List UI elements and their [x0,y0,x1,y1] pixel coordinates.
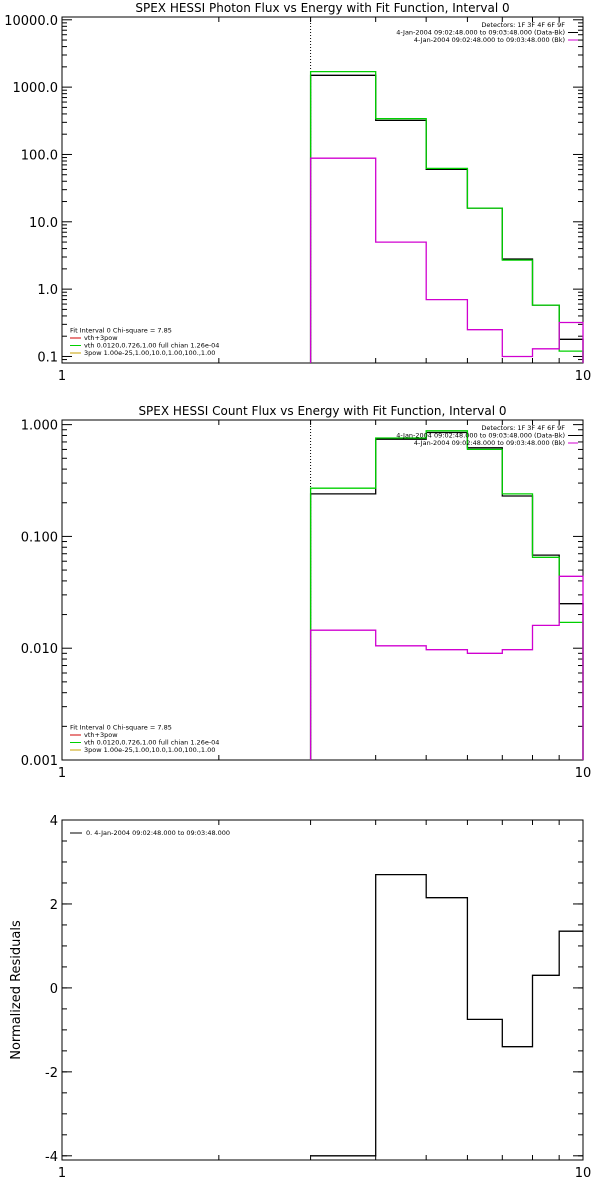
panel-2: SPEX HESSI Count Flux vs Energy with Fit… [21,404,591,781]
y-tick-label: 0.1 [37,350,58,365]
legend-bottom-left-entry: vth+3pow [84,731,118,739]
x-tick-label: 1 [58,369,66,384]
y-tick-label: -2 [45,1066,58,1081]
legend-bottom-left-entry: 3pow 1.00e-25,1.00,10.0,1.00,100.,1.00 [84,746,215,754]
y-tick-label: 100.0 [21,148,58,163]
chart-title: SPEX HESSI Photon Flux vs Energy with Fi… [135,1,509,15]
legend-top-right-entry: 4-Jan-2004 09:02:48.000 to 09:03:48.000 … [396,29,565,37]
x-tick-label: 1 [58,1166,66,1181]
series-1-line [310,873,583,1157]
series-1-line [309,74,584,363]
legend-top-right-entry: Detectors: 1F 3F 4F 6F 9F [481,21,565,29]
legend-bottom-left-entry: vth 0.0120,0.726,1.00 full chian 1.26e-0… [84,342,219,350]
panel-3: Normalized Residuals 1 10 -4 -2 0 2 4 0. 4-Jan-2… [9,814,591,1181]
y-tick-label: 10.0 [29,216,58,231]
legend-bottom-left-entry: 3pow 1.00e-25,1.00,10.0,1.00,100.,1.00 [84,349,215,357]
y-tick-label: 0.100 [21,530,58,545]
y-tick-label: 10000.0 [4,14,58,29]
plot-frame [61,16,584,364]
legend-top-right-entry: Detectors: 1F 3F 4F 6F 9F [481,424,565,432]
y-tick-label: 0 [50,982,58,997]
chart-title: SPEX HESSI Count Flux vs Energy with Fit… [138,404,506,418]
legend-bottom-left-entry: vth+3pow [84,334,118,342]
legend-top-right-entry: 4-Jan-2004 09:02:48.000 to 09:03:48.000 … [396,432,565,440]
series-1-line [309,431,584,760]
legend-top-right-entry: 4-Jan-2004 09:02:48.000 to 09:03:48.000 … [414,36,565,44]
legend-bottom-left-entry: Fit Interval 0 Chi-square = 7.85 [70,724,172,732]
y-tick-label: 0.001 [21,754,58,769]
legend-top-right-entry: 4-Jan-2004 09:02:48.000 to 09:03:48.000 … [414,439,565,447]
panel-1: SPEX HESSI Photon Flux vs Energy with Fi… [4,1,591,384]
x-tick-label: 10 [575,1166,592,1181]
y-tick-label: -4 [45,1150,58,1165]
y-tick-label: 0.010 [21,642,58,657]
y-axis-label: Normalized Residuals [9,920,24,1060]
legend-top-left-entry: 0. 4-Jan-2004 09:02:48.000 to 09:03:48.0… [86,829,230,837]
x-tick-label: 10 [575,369,592,384]
y-tick-label: 1.0 [37,283,58,298]
series-2-line [309,70,584,363]
y-tick-label: 2 [50,898,58,913]
legend-bottom-left-entry: Fit Interval 0 Chi-square = 7.85 [70,327,172,335]
y-tick-label: 1000.0 [13,81,59,96]
x-tick-label: 1 [58,766,66,781]
series-3-line [309,157,584,363]
plot-frame [61,819,584,1161]
series-2-line [309,430,584,760]
x-tick-label: 10 [575,766,592,781]
y-tick-label: 4 [50,814,58,829]
series-3-line [309,575,584,760]
plot-frame [61,419,584,761]
y-tick-label: 1.000 [21,419,58,434]
legend-bottom-left-entry: vth 0.0120,0.726,1.00 full chian 1.26e-0… [84,739,219,747]
